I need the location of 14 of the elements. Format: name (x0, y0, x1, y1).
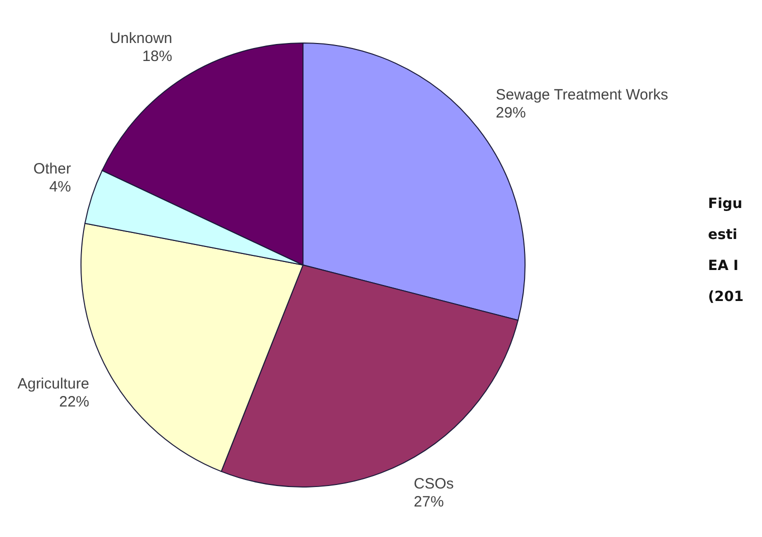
slice-label: Sewage Treatment Works (496, 86, 668, 104)
data-label: 29% (496, 104, 526, 122)
text: Figu (708, 196, 742, 212)
slice-label: CSOs (414, 475, 454, 492)
slice-label: Other (33, 160, 71, 178)
data-label: 18% (142, 48, 172, 65)
slice-label: Agriculture (17, 376, 90, 393)
data-label: 22% (59, 394, 90, 411)
text: EA I (708, 258, 738, 274)
text: esti (708, 227, 738, 243)
data-label: 27% (414, 493, 444, 510)
text: (201 (708, 289, 744, 305)
data-label: 4% (49, 178, 71, 196)
slice-label: Unknown (110, 30, 172, 47)
